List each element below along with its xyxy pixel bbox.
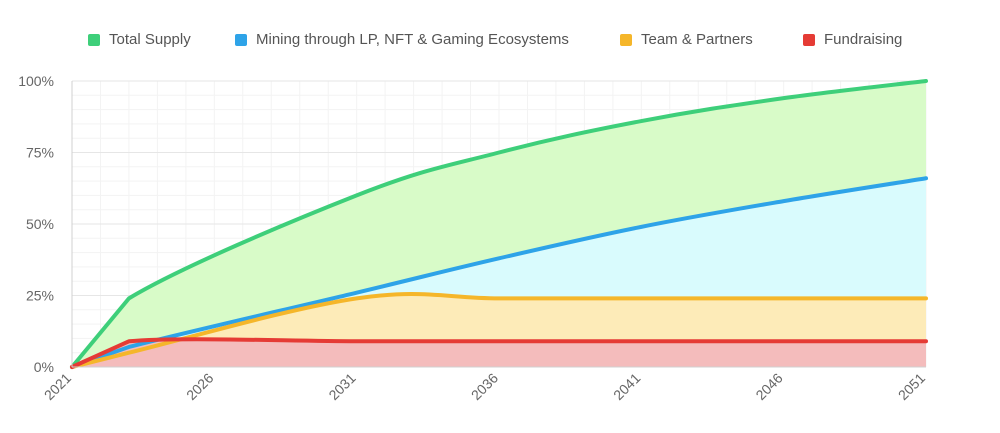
legend-swatch-total-supply <box>88 33 100 46</box>
series-line-0 <box>70 79 928 369</box>
series-line-3 <box>70 337 928 369</box>
y-tick-label: 100% <box>18 73 54 89</box>
legend: Total Supply Mining through LP, NFT & Ga… <box>0 31 1000 53</box>
series-lines <box>70 79 928 369</box>
x-tick-label: 2036 <box>468 370 501 403</box>
x-tick-label: 2041 <box>610 370 643 403</box>
x-tick-label: 2026 <box>183 370 216 403</box>
legend-label-team: Team & Partners <box>641 31 753 48</box>
legend-swatch-fundraising <box>803 33 815 46</box>
legend-swatch-mining <box>235 33 247 46</box>
x-tick-label: 2051 <box>895 370 928 403</box>
x-tick-label: 2031 <box>325 370 358 403</box>
x-tick-label: 2046 <box>752 370 785 403</box>
y-tick-label: 0% <box>34 359 54 375</box>
y-tick-label: 75% <box>26 145 54 161</box>
legend-item-mining[interactable]: Mining through LP, NFT & Gaming Ecosyste… <box>235 31 569 48</box>
legend-item-fundraising[interactable]: Fundraising <box>803 31 902 48</box>
legend-label-fundraising: Fundraising <box>824 31 903 48</box>
y-tick-label: 50% <box>26 216 54 232</box>
series-line-2 <box>70 292 928 369</box>
series-line-1 <box>70 176 928 369</box>
legend-item-total-supply[interactable]: Total Supply <box>88 31 191 48</box>
legend-swatch-team <box>620 33 632 46</box>
legend-item-team[interactable]: Team & Partners <box>620 31 753 48</box>
legend-label-total-supply: Total Supply <box>109 31 191 48</box>
legend-label-mining: Mining through LP, NFT & Gaming Ecosyste… <box>256 31 569 48</box>
area-3 <box>72 339 926 367</box>
series-areas <box>72 81 926 367</box>
y-tick-label: 25% <box>26 288 54 304</box>
